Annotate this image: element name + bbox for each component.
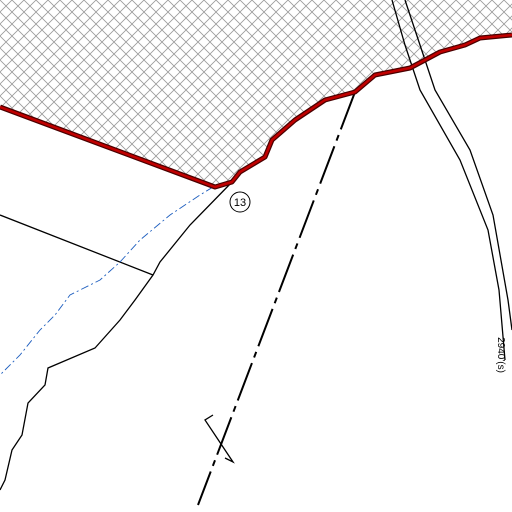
parcel-circle bbox=[229, 191, 251, 213]
red-boundary bbox=[0, 33, 512, 189]
parcel-number: 13 bbox=[234, 197, 246, 209]
dash-dot-line bbox=[197, 91, 356, 506]
stream bbox=[0, 186, 214, 376]
road-edge bbox=[404, 0, 512, 331]
boundary-line bbox=[0, 214, 154, 276]
bank-line bbox=[0, 181, 233, 491]
hatched-area bbox=[0, 0, 512, 187]
road-edge bbox=[391, 0, 506, 361]
road-label: 2940'(s) bbox=[495, 337, 506, 373]
break-symbol bbox=[204, 414, 235, 464]
